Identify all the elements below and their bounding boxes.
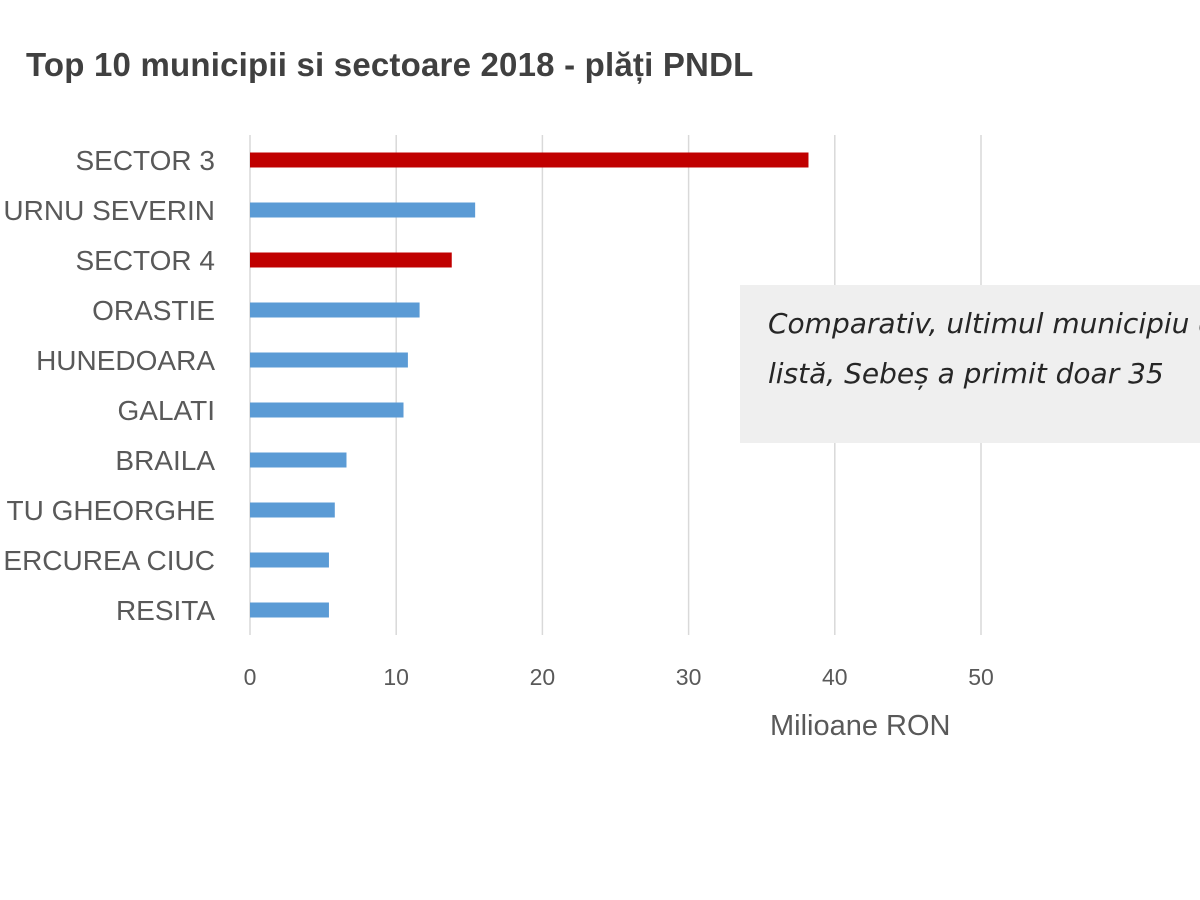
annotation-box: Comparativ, ultimul municipiu din listă,… bbox=[740, 285, 1200, 443]
bar-7 bbox=[250, 452, 347, 468]
chart-title: Top 10 municipii si sectoare 2018 - plăț… bbox=[26, 46, 754, 83]
x-axis-title: Milioane RON bbox=[770, 710, 951, 742]
bar-1 bbox=[250, 152, 809, 168]
category-label-10: RESITA bbox=[116, 595, 215, 626]
x-tick-label-10: 10 bbox=[383, 664, 409, 690]
category-label-5: HUNEDOARA bbox=[36, 345, 215, 376]
category-label-1: SECTOR 3 bbox=[75, 145, 215, 176]
category-label-3: SECTOR 4 bbox=[75, 245, 215, 276]
x-tick-label-0: 0 bbox=[244, 664, 257, 690]
bar-6 bbox=[250, 402, 404, 418]
x-tick-label-50: 50 bbox=[968, 664, 994, 690]
x-tick-label-20: 20 bbox=[530, 664, 556, 690]
bar-8 bbox=[250, 502, 335, 518]
annotation-line-2: listă, Sebeș a primit doar 35 bbox=[768, 357, 1164, 390]
bars bbox=[250, 152, 809, 618]
category-label-9: ERCUREA CIUC bbox=[3, 545, 215, 576]
x-tick-label-30: 30 bbox=[676, 664, 702, 690]
x-tick-labels: 0 10 20 30 40 50 bbox=[244, 664, 994, 690]
bar-2 bbox=[250, 202, 476, 218]
bar-10 bbox=[250, 602, 329, 618]
bar-3 bbox=[250, 252, 452, 268]
category-label-4: ORASTIE bbox=[92, 295, 215, 326]
category-labels: SECTOR 3 URNU SEVERIN SECTOR 4 ORASTIE HUNED… bbox=[3, 145, 215, 626]
bar-5 bbox=[250, 352, 408, 368]
category-label-8: TU GHEORGHE bbox=[7, 495, 215, 526]
annotation-line-1: Comparativ, ultimul municipiu din bbox=[768, 307, 1200, 340]
bar-9 bbox=[250, 552, 329, 568]
category-label-7: BRAILA bbox=[115, 445, 215, 476]
category-label-2: URNU SEVERIN bbox=[3, 195, 215, 226]
bar-4 bbox=[250, 302, 420, 318]
x-tick-label-40: 40 bbox=[822, 664, 848, 690]
category-label-6: GALATI bbox=[117, 395, 215, 426]
